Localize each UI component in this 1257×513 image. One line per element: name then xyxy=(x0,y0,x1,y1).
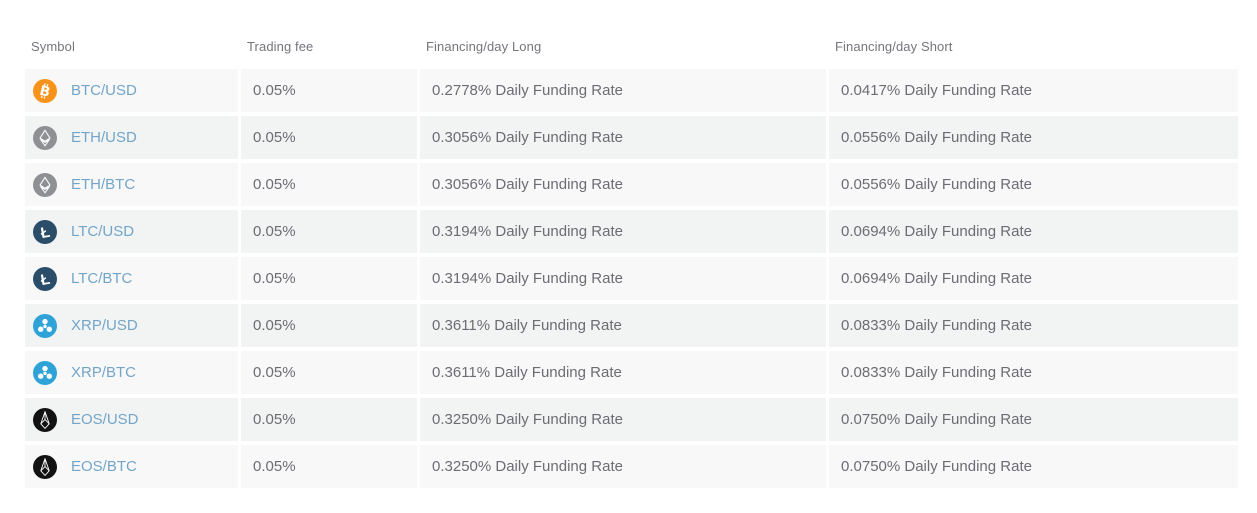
eth-icon xyxy=(33,172,57,197)
financing-long-value: 0.3611% Daily Funding Rate xyxy=(432,364,622,381)
trading-fee-value: 0.05% xyxy=(253,270,296,287)
financing-short-value: 0.0750% Daily Funding Rate xyxy=(841,411,1032,428)
financing-long-value: 0.3611% Daily Funding Rate xyxy=(432,317,622,334)
symbol-link[interactable]: XRP/USD xyxy=(71,317,138,334)
financing-short-value: 0.0833% Daily Funding Rate xyxy=(841,317,1032,334)
ltc-icon: Ł xyxy=(33,219,57,244)
financing-long-cell: 0.3250% Daily Funding Rate xyxy=(420,398,826,441)
financing-long-cell: 0.2778% Daily Funding Rate xyxy=(420,69,826,112)
trading-fee-value: 0.05% xyxy=(253,458,296,475)
table-header: Symbol Trading fee Financing/day Long Fi… xyxy=(25,28,1238,64)
table-row: EOS/USD 0.05% 0.3250% Daily Funding Rate… xyxy=(25,398,1238,441)
symbol-cell: EOS/USD xyxy=(25,398,238,441)
financing-long-value: 0.3250% Daily Funding Rate xyxy=(432,458,623,475)
symbol-cell: ETH/USD xyxy=(25,116,238,159)
symbol-cell: EOS/BTC xyxy=(25,445,238,488)
funding-rates-page: Symbol Trading fee Financing/day Long Fi… xyxy=(25,28,1238,488)
financing-short-value: 0.0556% Daily Funding Rate xyxy=(841,129,1032,146)
symbol-link[interactable]: ETH/BTC xyxy=(71,176,136,193)
trading-fee-value: 0.05% xyxy=(253,176,296,193)
table-row: Ł LTC/USD 0.05% 0.3194% Daily Funding Ra… xyxy=(25,210,1238,253)
eth-icon xyxy=(33,125,57,150)
financing-short-cell: 0.0556% Daily Funding Rate xyxy=(829,116,1238,159)
symbol-cell: XRP/USD xyxy=(25,304,238,347)
table-body: B BTC/USD 0.05% 0.2778% Daily Funding Ra… xyxy=(25,69,1238,488)
trading-fee-value: 0.05% xyxy=(253,364,296,381)
btc-icon: B xyxy=(33,78,57,103)
financing-long-value: 0.2778% Daily Funding Rate xyxy=(432,82,623,99)
trading-fee-value: 0.05% xyxy=(253,82,296,99)
symbol-link[interactable]: EOS/BTC xyxy=(71,458,137,475)
symbol-cell: Ł LTC/USD xyxy=(25,210,238,253)
symbol-link[interactable]: LTC/BTC xyxy=(71,270,133,287)
symbol-cell: Ł LTC/BTC xyxy=(25,257,238,300)
financing-long-cell: 0.3194% Daily Funding Rate xyxy=(420,210,826,253)
symbol-link[interactable]: ETH/USD xyxy=(71,129,137,146)
table-row: ETH/USD 0.05% 0.3056% Daily Funding Rate… xyxy=(25,116,1238,159)
trading-fee-value: 0.05% xyxy=(253,223,296,240)
trading-fee-cell: 0.05% xyxy=(241,210,417,253)
table-row: EOS/BTC 0.05% 0.3250% Daily Funding Rate… xyxy=(25,445,1238,488)
financing-long-value: 0.3250% Daily Funding Rate xyxy=(432,411,623,428)
trading-fee-cell: 0.05% xyxy=(241,351,417,394)
trading-fee-value: 0.05% xyxy=(253,129,296,146)
financing-short-cell: 0.0750% Daily Funding Rate xyxy=(829,445,1238,488)
financing-long-value: 0.3194% Daily Funding Rate xyxy=(432,223,623,240)
financing-long-cell: 0.3611% Daily Funding Rate xyxy=(420,351,826,394)
xrp-icon xyxy=(33,313,57,338)
trading-fee-cell: 0.05% xyxy=(241,398,417,441)
eos-icon xyxy=(33,407,57,432)
table-row: B BTC/USD 0.05% 0.2778% Daily Funding Ra… xyxy=(25,69,1238,112)
column-header-financing-short: Financing/day Short xyxy=(835,38,953,54)
table-row: Ł LTC/BTC 0.05% 0.3194% Daily Funding Ra… xyxy=(25,257,1238,300)
table-row: ETH/BTC 0.05% 0.3056% Daily Funding Rate… xyxy=(25,163,1238,206)
trading-fee-cell: 0.05% xyxy=(241,445,417,488)
eos-icon xyxy=(33,454,57,479)
financing-long-cell: 0.3056% Daily Funding Rate xyxy=(420,163,826,206)
financing-short-value: 0.0833% Daily Funding Rate xyxy=(841,364,1032,381)
column-header-trading-fee: Trading fee xyxy=(247,38,314,54)
financing-short-value: 0.0694% Daily Funding Rate xyxy=(841,223,1032,240)
trading-fee-cell: 0.05% xyxy=(241,257,417,300)
financing-short-cell: 0.0833% Daily Funding Rate xyxy=(829,304,1238,347)
financing-long-cell: 0.3611% Daily Funding Rate xyxy=(420,304,826,347)
symbol-link[interactable]: LTC/USD xyxy=(71,223,135,240)
symbol-cell: ETH/BTC xyxy=(25,163,238,206)
xrp-icon xyxy=(33,360,57,385)
trading-fee-value: 0.05% xyxy=(253,411,296,428)
symbol-link[interactable]: XRP/BTC xyxy=(71,364,137,381)
svg-text:Ł: Ł xyxy=(39,223,51,241)
svg-text:Ł: Ł xyxy=(39,270,51,288)
financing-short-value: 0.0750% Daily Funding Rate xyxy=(841,458,1032,475)
financing-long-cell: 0.3056% Daily Funding Rate xyxy=(420,116,826,159)
financing-short-cell: 0.0694% Daily Funding Rate xyxy=(829,257,1238,300)
trading-fee-cell: 0.05% xyxy=(241,304,417,347)
financing-long-cell: 0.3250% Daily Funding Rate xyxy=(420,445,826,488)
trading-fee-cell: 0.05% xyxy=(241,116,417,159)
trading-fee-cell: 0.05% xyxy=(241,69,417,112)
table-row: XRP/USD 0.05% 0.3611% Daily Funding Rate… xyxy=(25,304,1238,347)
financing-long-value: 0.3056% Daily Funding Rate xyxy=(432,129,623,146)
financing-short-cell: 0.0750% Daily Funding Rate xyxy=(829,398,1238,441)
financing-long-value: 0.3194% Daily Funding Rate xyxy=(432,270,623,287)
financing-short-value: 0.0694% Daily Funding Rate xyxy=(841,270,1032,287)
trading-fee-value: 0.05% xyxy=(253,317,296,334)
financing-short-cell: 0.0556% Daily Funding Rate xyxy=(829,163,1238,206)
table-row: XRP/BTC 0.05% 0.3611% Daily Funding Rate… xyxy=(25,351,1238,394)
column-header-symbol: Symbol xyxy=(31,38,75,54)
symbol-cell: XRP/BTC xyxy=(25,351,238,394)
financing-long-cell: 0.3194% Daily Funding Rate xyxy=(420,257,826,300)
financing-short-value: 0.0556% Daily Funding Rate xyxy=(841,176,1032,193)
trading-fee-cell: 0.05% xyxy=(241,163,417,206)
financing-short-value: 0.0417% Daily Funding Rate xyxy=(841,82,1032,99)
symbol-link[interactable]: BTC/USD xyxy=(71,82,137,99)
symbol-link[interactable]: EOS/USD xyxy=(71,411,139,428)
financing-short-cell: 0.0694% Daily Funding Rate xyxy=(829,210,1238,253)
financing-long-value: 0.3056% Daily Funding Rate xyxy=(432,176,623,193)
financing-short-cell: 0.0833% Daily Funding Rate xyxy=(829,351,1238,394)
ltc-icon: Ł xyxy=(33,266,57,291)
column-header-financing-long: Financing/day Long xyxy=(426,38,542,54)
financing-short-cell: 0.0417% Daily Funding Rate xyxy=(829,69,1238,112)
symbol-cell: B BTC/USD xyxy=(25,69,238,112)
